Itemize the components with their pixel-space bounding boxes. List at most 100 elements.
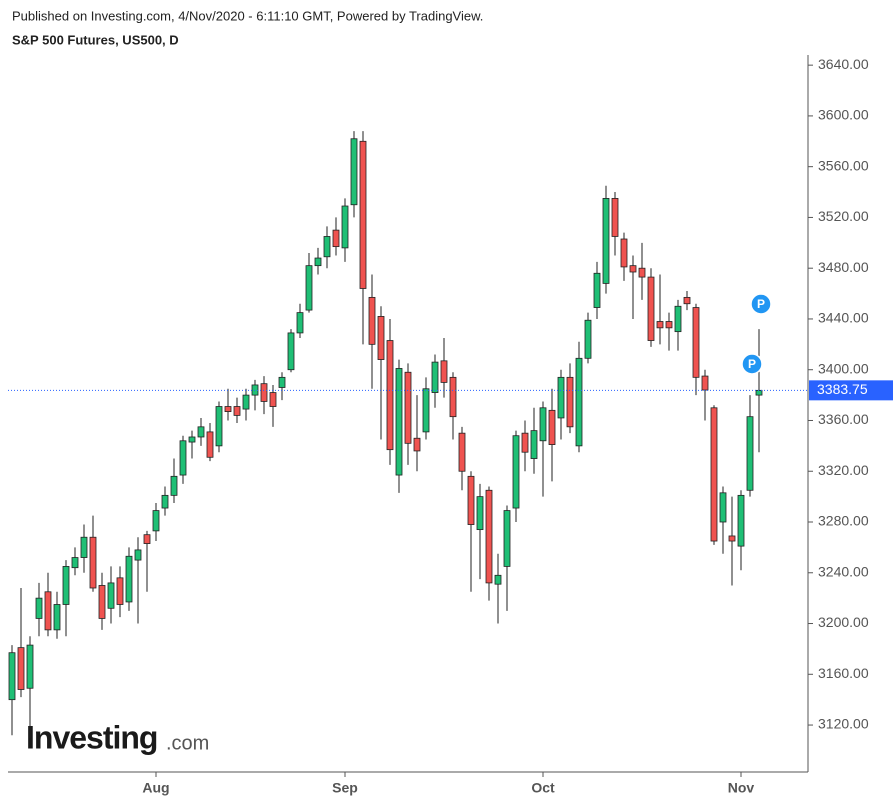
- candle-body: [548, 409, 556, 445]
- candle-body: [89, 536, 97, 589]
- candle-body: [152, 510, 160, 532]
- candle-body: [206, 431, 214, 458]
- y-tick-label: 3480.00: [818, 259, 869, 275]
- candle-body: [728, 535, 736, 542]
- last-price-label: 3383.75: [817, 381, 868, 397]
- candle-body: [584, 319, 592, 359]
- candle-body: [404, 371, 412, 444]
- candle-body: [503, 510, 511, 567]
- candle-body: [35, 597, 43, 619]
- candle-body: [431, 361, 439, 393]
- candle-body: [602, 197, 610, 284]
- candle-body: [710, 407, 718, 542]
- candle-body: [566, 376, 574, 428]
- candle-body: [125, 555, 133, 603]
- candle-body: [8, 652, 16, 701]
- candle-body: [260, 383, 268, 402]
- candle-body: [332, 229, 340, 248]
- candle-body: [494, 574, 502, 585]
- marker-label: P: [748, 357, 756, 371]
- chart-title: S&P 500 Futures, US500, D: [12, 32, 179, 47]
- published-note: Published on Investing.com, 4/Nov/2020 -…: [12, 8, 483, 23]
- watermark-suffix: .com: [166, 732, 209, 754]
- candle-body: [638, 267, 646, 278]
- candle-body: [521, 432, 529, 453]
- x-tick-label: Oct: [531, 780, 555, 796]
- candle-body: [224, 406, 232, 412]
- watermark: Investing: [26, 719, 157, 755]
- candle-body: [647, 276, 655, 341]
- candle-body: [440, 360, 448, 383]
- candle-body: [692, 307, 700, 378]
- candle-body: [620, 238, 628, 268]
- candle-body: [530, 430, 538, 459]
- y-tick-label: 3440.00: [818, 310, 869, 326]
- last-price-box: [809, 380, 893, 401]
- candle-body: [197, 426, 205, 438]
- candle-body: [467, 475, 475, 525]
- y-tick-label: 3600.00: [818, 107, 869, 123]
- candle-body: [215, 406, 223, 447]
- y-tick-label: 3360.00: [818, 411, 869, 427]
- y-tick-label: 3560.00: [818, 157, 869, 173]
- candle-body: [512, 435, 520, 509]
- candle-body: [575, 357, 583, 447]
- candle-body: [476, 496, 484, 531]
- candle-body: [233, 406, 241, 416]
- candle-body: [305, 265, 313, 311]
- candle-body: [395, 368, 403, 476]
- candle-body: [593, 272, 601, 308]
- candle-body: [755, 389, 763, 396]
- candle-body: [242, 394, 250, 410]
- marker: [750, 293, 772, 315]
- candle-body: [98, 585, 106, 619]
- candle-body: [62, 566, 70, 605]
- candle-body: [377, 316, 385, 360]
- candle-body: [449, 376, 457, 418]
- candle-body: [26, 644, 34, 689]
- y-tick-label: 3160.00: [818, 665, 869, 681]
- candle-body: [287, 332, 295, 371]
- candle-body: [746, 416, 754, 491]
- candle-body: [629, 265, 637, 273]
- candle-body: [71, 557, 79, 569]
- marker-label: P: [757, 297, 765, 311]
- x-tick-label: Sep: [332, 780, 358, 796]
- candle-body: [665, 321, 673, 329]
- candle-body: [557, 376, 565, 419]
- candle-body: [422, 388, 430, 433]
- x-tick-label: Aug: [142, 780, 169, 796]
- candle-body: [323, 236, 331, 258]
- candle-body: [350, 138, 358, 206]
- y-tick-label: 3240.00: [818, 563, 869, 579]
- candle-body: [44, 591, 52, 631]
- candle-body: [701, 375, 709, 391]
- y-tick-label: 3280.00: [818, 513, 869, 529]
- candle-body: [314, 257, 322, 267]
- candle-body: [296, 312, 304, 334]
- candle-body: [413, 437, 421, 452]
- candle-body: [656, 321, 664, 329]
- candle-body: [80, 536, 88, 558]
- candle-body: [458, 432, 466, 472]
- y-tick-label: 3520.00: [818, 208, 869, 224]
- candle-body: [107, 582, 115, 609]
- y-tick-label: 3400.00: [818, 360, 869, 376]
- y-tick-label: 3320.00: [818, 462, 869, 478]
- candle-body: [539, 407, 547, 442]
- marker: [741, 353, 763, 375]
- candle-body: [719, 492, 727, 523]
- y-tick-label: 3640.00: [818, 56, 869, 72]
- candle-body: [143, 534, 151, 544]
- candle-body: [17, 647, 25, 690]
- candle-body: [269, 392, 277, 407]
- candle-body: [170, 475, 178, 496]
- candle-body: [188, 436, 196, 443]
- candle-body: [134, 549, 142, 561]
- candle-body: [737, 494, 745, 547]
- candle-body: [386, 340, 394, 451]
- candle-body: [53, 604, 61, 631]
- candle-body: [278, 376, 286, 388]
- candle-body: [359, 140, 367, 289]
